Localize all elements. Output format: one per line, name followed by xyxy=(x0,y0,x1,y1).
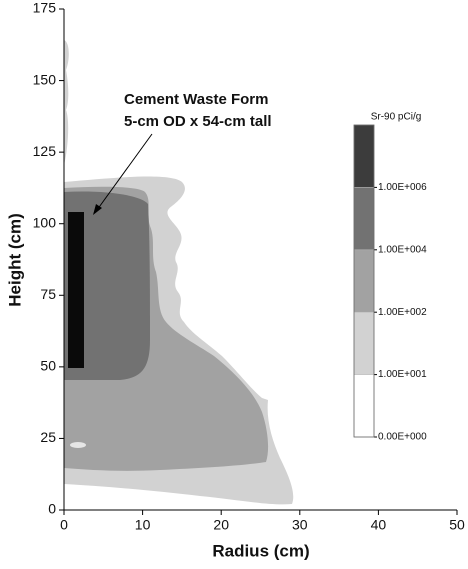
y-tick-label: 50 xyxy=(40,358,56,374)
x-tick-label: 10 xyxy=(135,517,151,533)
colorbar-title: Sr-90 pCi/g xyxy=(371,112,422,123)
y-tick-label: 125 xyxy=(33,143,57,159)
cement-waste-form xyxy=(68,212,84,368)
colorbar-label: 1.00E+002 xyxy=(378,307,427,318)
colorbar-label: 0.00E+000 xyxy=(378,432,427,443)
colorbar-segment xyxy=(353,374,375,438)
colorbar-label: 1.00E+001 xyxy=(378,369,427,380)
colorbar-segment xyxy=(353,249,375,313)
x-tick-label: 50 xyxy=(449,517,465,533)
contour-spot xyxy=(70,442,86,448)
contours xyxy=(64,40,294,505)
contour-region xyxy=(64,40,69,165)
contour-region xyxy=(64,191,150,380)
x-axis-label: Radius (cm) xyxy=(212,541,309,560)
annotation-arrow xyxy=(96,133,153,211)
annotation: 5-cm OD x 54-cm tall xyxy=(124,113,272,130)
y-tick-label: 150 xyxy=(33,71,57,87)
colorbar-label: 1.00E+006 xyxy=(378,182,427,193)
y-tick-label: 25 xyxy=(40,429,56,445)
colorbar-label: 1.00E+004 xyxy=(378,244,427,255)
x-tick-label: 0 xyxy=(60,517,68,533)
x-tick-label: 30 xyxy=(292,517,308,533)
y-tick-label: 100 xyxy=(33,214,57,230)
colorbar-segment xyxy=(353,187,375,251)
colorbar-segment xyxy=(353,124,375,188)
y-tick-label: 175 xyxy=(33,0,57,16)
y-tick-label: 75 xyxy=(40,286,56,302)
colorbar-frame xyxy=(353,124,375,438)
y-axis-label: Height (cm) xyxy=(5,213,24,307)
x-tick-label: 40 xyxy=(371,517,387,533)
annotation: Cement Waste Form xyxy=(124,91,268,108)
y-tick-label: 0 xyxy=(48,501,56,517)
x-tick-label: 20 xyxy=(213,517,229,533)
colorbar-segment xyxy=(353,311,375,375)
arrow-head xyxy=(93,204,102,215)
